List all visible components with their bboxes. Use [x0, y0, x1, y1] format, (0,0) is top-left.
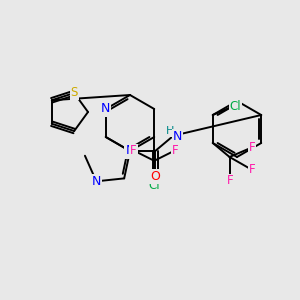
Text: F: F [130, 145, 137, 158]
Text: Cl: Cl [148, 179, 160, 192]
Text: F: F [227, 175, 234, 188]
Text: N: N [92, 175, 101, 188]
Text: N: N [173, 130, 182, 143]
Text: Cl: Cl [230, 100, 241, 113]
Text: F: F [172, 145, 178, 158]
Text: O: O [150, 170, 160, 183]
Text: F: F [249, 163, 256, 176]
Text: F: F [249, 141, 256, 154]
Text: N: N [125, 145, 135, 158]
Text: H: H [166, 126, 175, 136]
Text: N: N [101, 103, 110, 116]
Text: S: S [70, 86, 78, 100]
